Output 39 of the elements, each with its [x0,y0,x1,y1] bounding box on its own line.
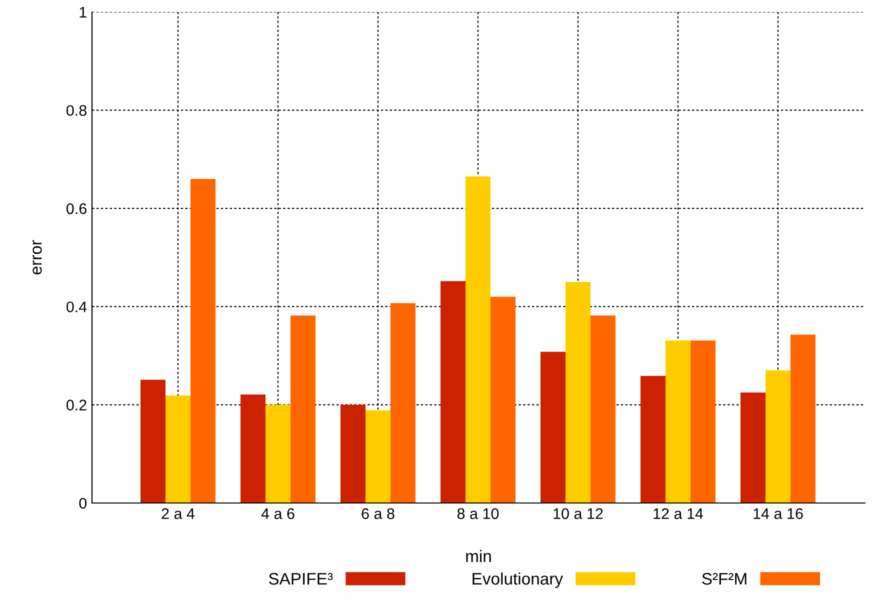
x-axis-title: min [466,550,491,562]
bar [390,303,416,503]
bar [690,340,716,503]
bar [440,281,466,503]
x-tick-label: 8 a 10 [457,508,499,520]
bar [366,410,390,503]
bar [340,404,366,503]
y-tick-label: 0.6 [66,203,86,214]
x-tick-label: 14 a 16 [754,508,803,520]
bar [166,395,190,503]
x-tick-label: 4 a 6 [261,508,294,520]
y-tick-label: 0.2 [66,400,86,410]
y-axis-title: error [32,240,42,274]
y-tick-label: 0.8 [66,105,86,116]
bar [466,176,490,503]
bar [490,296,516,503]
legend-label: Evolutionary [472,572,564,588]
bar [290,315,316,503]
bar [140,380,166,503]
legend-label: SAPIFE³ [268,572,333,585]
legend-label: S²F²M [702,572,746,585]
y-tick-label: 0 [79,498,87,509]
y-tick-label: 1 [80,7,86,18]
bar [666,340,690,503]
bar [566,282,590,503]
x-tick-label: 2 a 4 [162,508,195,520]
y-tick-label: 0.4 [66,301,87,312]
x-tick-label: 10 a 12 [554,508,603,520]
bar [590,315,616,503]
bar [540,352,566,503]
x-tick-label: 12 a 14 [654,508,704,520]
bar [190,178,216,503]
bar [240,394,266,503]
bar [790,334,816,503]
x-tick-label: 6 a 8 [362,508,394,520]
bar [266,404,290,503]
bar [766,370,790,503]
bar [740,392,766,503]
bar [640,376,666,503]
